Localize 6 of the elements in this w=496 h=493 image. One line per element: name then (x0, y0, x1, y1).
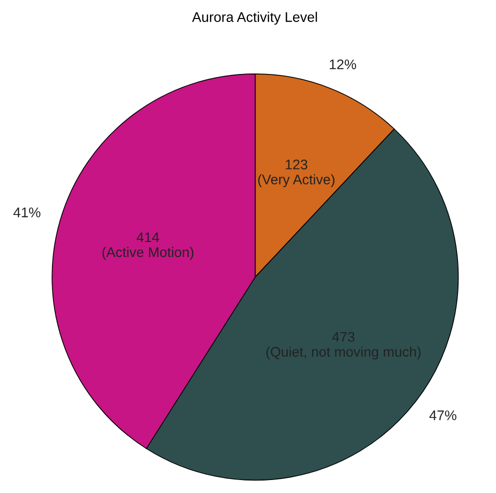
slice-label: 414 (Active Motion) (102, 232, 194, 260)
slice-label: 123 (Very Active) (258, 160, 334, 188)
data-label: 41% (13, 208, 40, 218)
chart-title: Aurora Activity Level (192, 12, 317, 25)
data-label: 47% (429, 410, 456, 420)
data-label: 12% (330, 59, 356, 70)
